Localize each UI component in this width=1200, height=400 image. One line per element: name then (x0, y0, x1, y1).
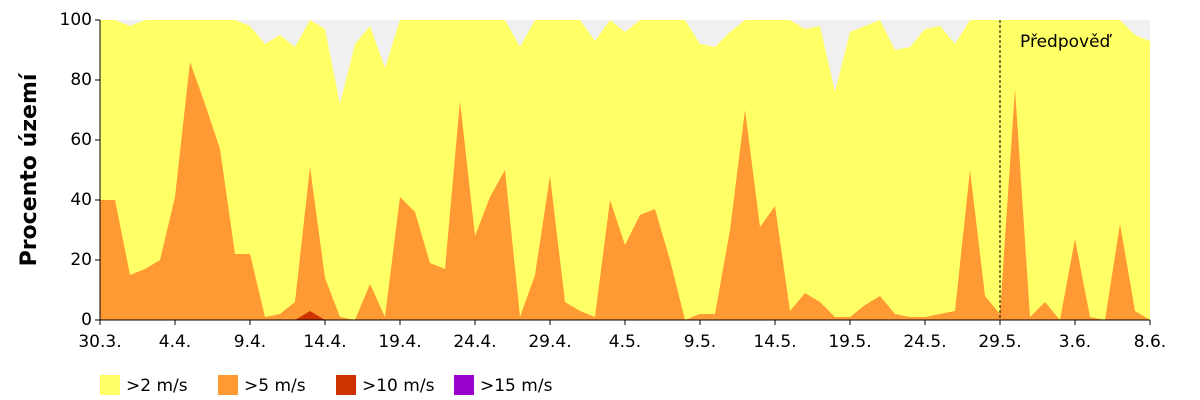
legend-swatch (100, 375, 120, 395)
legend-label: >2 m/s (126, 376, 188, 396)
y-axis-label: Procento území (17, 72, 42, 266)
x-tick-label: 14.5. (753, 332, 796, 352)
area (100, 62, 1150, 320)
x-tick-label: 19.5. (828, 332, 871, 352)
x-tick-label: 14.4. (303, 332, 346, 352)
legend-swatch (454, 375, 474, 395)
x-tick-label: 9.5. (684, 332, 716, 352)
legend-label: >5 m/s (244, 376, 306, 396)
x-tick-label: 24.4. (453, 332, 496, 352)
x-tick-label: 4.4. (159, 332, 191, 352)
x-tick-label: 3.6. (1059, 332, 1091, 352)
legend-label: >10 m/s (362, 376, 435, 396)
legend-swatch (218, 375, 238, 395)
x-tick-label: 9.4. (234, 332, 266, 352)
y-tick-label: 20 (70, 250, 92, 270)
x-tick-label: 29.4. (528, 332, 571, 352)
legend-swatch (336, 375, 356, 395)
y-tick-label: 60 (70, 130, 92, 150)
x-tick-label: 30.3. (78, 332, 121, 352)
x-tick-label: 19.4. (378, 332, 421, 352)
y-tick-label: 80 (70, 70, 92, 90)
y-tick-label: 0 (81, 310, 92, 330)
x-tick-label: 4.5. (609, 332, 641, 352)
x-tick-label: 29.5. (978, 332, 1021, 352)
x-tick-label: 24.5. (903, 332, 946, 352)
legend-label: >15 m/s (480, 376, 553, 396)
x-tick-label: 8.6. (1134, 332, 1166, 352)
area (100, 20, 1150, 320)
annotation: Předpověď (1020, 32, 1113, 52)
y-tick-label: 40 (70, 190, 92, 210)
area (100, 311, 1150, 320)
y-tick-label: 100 (60, 10, 92, 30)
